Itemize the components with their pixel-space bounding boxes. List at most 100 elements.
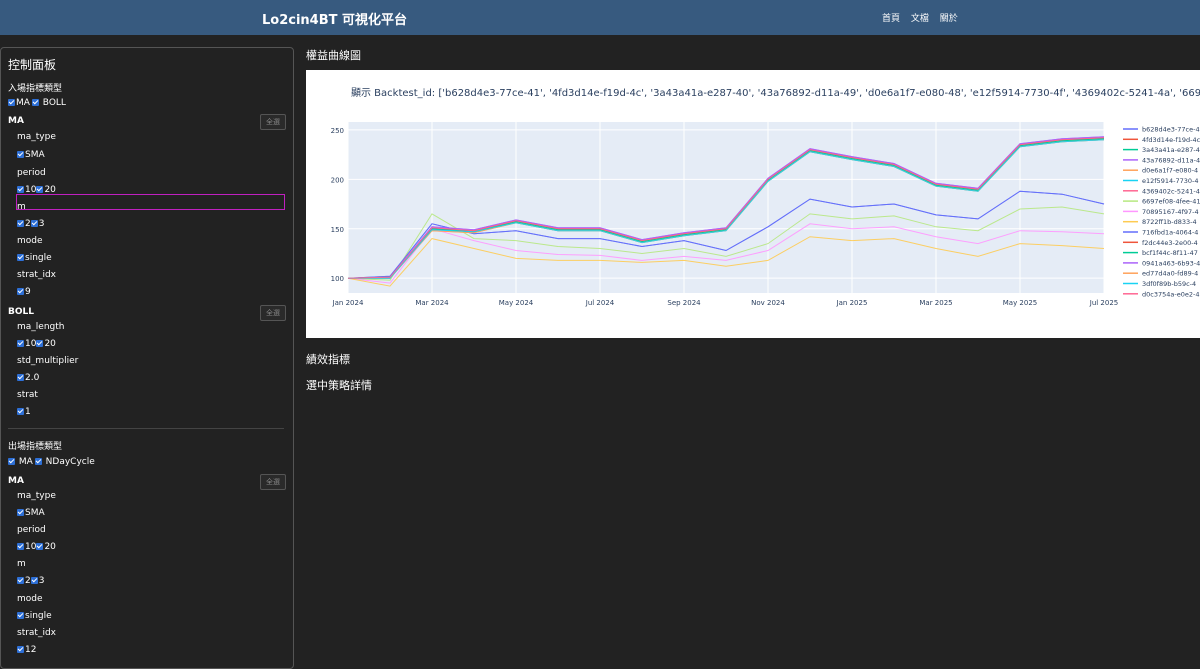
- navbar: Lo2cin4BT 可視化平台 首頁 文檔 關於: [0, 0, 1200, 35]
- nav-links: 首頁 文檔 關於: [882, 11, 966, 24]
- exit-ma-period-10-checkbox[interactable]: [17, 543, 24, 550]
- nav-link-about[interactable]: 關於: [939, 14, 958, 24]
- legend-label-2: 3a43a41a-e287-4: [1142, 146, 1200, 154]
- exit-ma-strat-idx-value: 12: [25, 645, 37, 655]
- entry-boll-ma-length-10-checkbox[interactable]: [17, 340, 24, 347]
- entry-type-options: MA BOLL: [8, 98, 66, 108]
- exit-ma-type-value: SMA: [25, 508, 45, 518]
- entry-ma-type-label: ma_type: [17, 132, 56, 142]
- exit-ma-period-20-checkbox[interactable]: [36, 543, 44, 550]
- x-tick-label: May 2024: [499, 299, 534, 307]
- legend-label-4: d0e6a1f7-e080-4: [1142, 167, 1198, 175]
- exit-ma-m-label: m: [17, 559, 26, 569]
- entry-type-ma-checkbox[interactable]: [8, 99, 15, 106]
- equity-chart-svg[interactable]: 顯示 Backtest_id: ['b628d4e3-77ce-41', '4f…: [306, 70, 1200, 338]
- entry-type-boll-checkbox[interactable]: [31, 99, 39, 106]
- series-line-16: [347, 137, 1105, 279]
- series-line-13: [347, 136, 1105, 279]
- exit-ma-m-3-label: 3: [38, 576, 45, 586]
- legend-label-16: d0c3754a-e0e2-4: [1142, 290, 1199, 298]
- entry-ma-period-options: 10 20: [17, 185, 56, 195]
- entry-ma-mode-option[interactable]: single: [17, 253, 52, 263]
- series-line-7: [347, 206, 1105, 281]
- y-tick-label: 100: [331, 275, 344, 283]
- entry-ma-m-2-checkbox[interactable]: [17, 220, 24, 227]
- exit-ma-select-all-button[interactable]: 全選: [260, 474, 286, 490]
- x-tick-label: May 2025: [1003, 299, 1038, 307]
- exit-ma-strat-idx-checkbox[interactable]: [17, 646, 24, 653]
- legend-label-15: 3df0f89b-b59c-4: [1142, 280, 1196, 288]
- brand-title[interactable]: Lo2cin4BT 可視化平台: [262, 13, 408, 28]
- exit-ma-type-checkbox[interactable]: [17, 509, 24, 516]
- exit-type-options: MA NDayCycle: [8, 457, 95, 467]
- y-tick-label: 200: [331, 176, 344, 184]
- entry-boll-strat-checkbox[interactable]: [17, 408, 24, 415]
- entry-boll-std-option[interactable]: 2.0: [17, 373, 39, 383]
- metrics-title: 績效指標: [306, 353, 350, 366]
- panel-title: 控制面板: [8, 58, 57, 72]
- exit-ma-m-2-checkbox[interactable]: [17, 577, 24, 584]
- entry-ma-select-all-button[interactable]: 全選: [260, 114, 286, 130]
- nav-link-docs[interactable]: 文檔: [910, 14, 929, 24]
- exit-ma-period-10-label: 10: [25, 542, 37, 552]
- exit-type-ma-checkbox[interactable]: [8, 458, 15, 465]
- entry-ma-period-10-checkbox[interactable]: [17, 186, 24, 193]
- series-line-9: [347, 236, 1105, 287]
- entry-ma-strat-idx-label: strat_idx: [17, 270, 57, 280]
- exit-ma-mode-value: single: [25, 611, 52, 621]
- x-tick-label: Jul 2024: [585, 299, 615, 307]
- strategy-details-title: 選中策略詳情: [306, 379, 372, 392]
- series-line-10: [347, 190, 1105, 279]
- exit-ma-mode-option[interactable]: single: [17, 611, 52, 621]
- x-tick-label: Nov 2024: [751, 299, 785, 307]
- x-tick-label: Jan 2025: [836, 299, 868, 307]
- exit-ma-strat-idx-option[interactable]: 12: [17, 645, 36, 655]
- entry-ma-period-10-label: 10: [25, 185, 37, 195]
- legend-label-3: 43a76892-d11a-4: [1142, 156, 1200, 164]
- exit-ma-period-20-label: 20: [44, 542, 56, 552]
- entry-ma-mode-checkbox[interactable]: [17, 254, 24, 261]
- legend-label-8: 70895167-4f97-4: [1142, 208, 1199, 216]
- entry-ma-type-option[interactable]: SMA: [17, 150, 45, 160]
- entry-boll-std-checkbox[interactable]: [17, 374, 24, 381]
- entry-ma-strat-idx-checkbox[interactable]: [17, 288, 24, 295]
- exit-ma-mode-checkbox[interactable]: [17, 612, 24, 619]
- x-tick-label: Jan 2024: [332, 299, 364, 307]
- entry-ma-period-label: period: [17, 168, 46, 178]
- entry-boll-ma-length-20-label: 20: [44, 339, 56, 349]
- plot-area: [348, 122, 1104, 293]
- x-tick-label: Sep 2024: [667, 299, 701, 307]
- entry-ma-type-value: SMA: [25, 150, 45, 160]
- legend-label-6: 4369402c-5241-4: [1142, 187, 1200, 195]
- entry-boll-strat-option[interactable]: 1: [17, 407, 31, 417]
- legend-label-14: ed77d4a0-fd89-4: [1142, 270, 1198, 278]
- nav-link-home[interactable]: 首頁: [882, 14, 901, 24]
- exit-ma-m-3-checkbox[interactable]: [30, 577, 38, 584]
- exit-ma-type-option[interactable]: SMA: [17, 508, 45, 518]
- entry-boll-ma-length-20-checkbox[interactable]: [36, 340, 44, 347]
- legend-label-5: e12f5914-7730-4: [1142, 177, 1198, 185]
- entry-type-boll-label: BOLL: [42, 98, 66, 108]
- entry-ma-strat-idx-option[interactable]: 9: [17, 287, 31, 297]
- exit-type-ndaycycle-checkbox[interactable]: [34, 458, 42, 465]
- series-line-8: [347, 223, 1105, 284]
- exit-ma-header: MA: [8, 476, 24, 486]
- equity-chart[interactable]: 顯示 Backtest_id: ['b628d4e3-77ce-41', '4f…: [306, 70, 1200, 338]
- exit-type-ndaycycle-label: NDayCycle: [45, 457, 95, 467]
- entry-ma-type-checkbox[interactable]: [17, 151, 24, 158]
- legend-label-0: b628d4e3-77ce-4: [1142, 126, 1200, 134]
- equity-curve-title: 權益曲線圖: [306, 49, 361, 62]
- legend-label-7: 6697ef08-4fee-41: [1142, 198, 1200, 206]
- entry-ma-m-label: m: [17, 202, 26, 212]
- entry-ma-period-20-checkbox[interactable]: [36, 186, 44, 193]
- entry-ma-m-2-label: 2: [25, 219, 31, 229]
- entry-ma-m-3-checkbox[interactable]: [30, 220, 38, 227]
- x-tick-label: Mar 2024: [415, 299, 449, 307]
- x-tick-label: Jul 2025: [1089, 299, 1119, 307]
- entry-boll-select-all-button[interactable]: 全選: [260, 305, 286, 321]
- entry-ma-mode-value: single: [25, 253, 52, 263]
- entry-ma-period-20-label: 20: [44, 185, 56, 195]
- entry-boll-ma-length-options: 10 20: [17, 339, 56, 349]
